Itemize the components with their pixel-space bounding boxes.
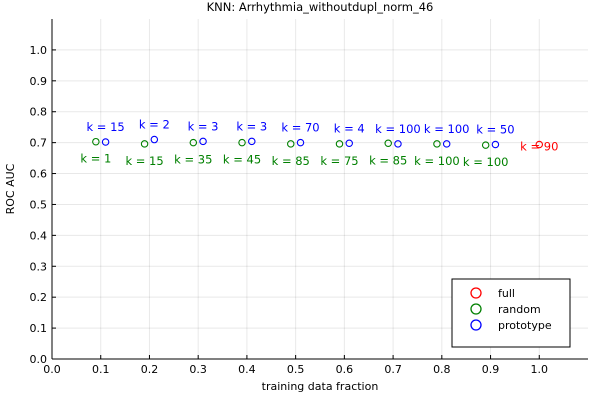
point-label-prototype: k = 4 xyxy=(334,121,365,135)
y-tick-label: 0.4 xyxy=(30,229,48,242)
y-tick-label: 0.8 xyxy=(30,106,48,119)
point-labels: k = 90 k = 1 k = 15 k = 35 k = 45 k = 85 k = 7… xyxy=(80,118,558,170)
data-point-prototype xyxy=(248,137,256,146)
data-point-prototype xyxy=(491,140,500,149)
data-point-random xyxy=(92,137,100,146)
y-tick-label: 0.5 xyxy=(30,198,48,211)
data-point-prototype xyxy=(394,140,402,148)
point-label-random: k = 15 xyxy=(125,154,163,168)
data-point-random xyxy=(238,138,246,147)
plot-area xyxy=(92,135,544,149)
y-tick-label: 0.3 xyxy=(30,260,48,273)
point-label-prototype: k = 70 xyxy=(281,121,319,135)
legend-marker-prototype xyxy=(470,319,482,331)
legend-marker-random xyxy=(470,303,482,315)
x-tick-label: 0.9 xyxy=(482,363,500,376)
point-label-prototype: k = 2 xyxy=(139,118,170,132)
point-label-prototype: k = 100 xyxy=(375,122,421,136)
y-tick-label: 0.6 xyxy=(30,168,48,181)
data-point-prototype xyxy=(199,137,207,146)
point-label-random: k = 35 xyxy=(174,153,212,167)
x-tick-label: 0.0 xyxy=(43,363,61,376)
data-point-prototype xyxy=(150,135,159,144)
x-tick-label: 0.1 xyxy=(92,363,110,376)
point-label-random: k = 85 xyxy=(272,154,310,168)
data-point-random xyxy=(384,139,392,148)
y-tick-label: 0.7 xyxy=(30,137,48,150)
legend-label-random: random xyxy=(498,303,541,316)
point-label-random: k = 100 xyxy=(463,155,509,169)
y-tick-label: 0.0 xyxy=(30,353,48,366)
data-point-random xyxy=(481,141,490,149)
data-point-random xyxy=(140,140,149,148)
axes xyxy=(51,19,588,360)
point-label-prototype: k = 15 xyxy=(86,120,124,134)
y-tick-label: 0.2 xyxy=(30,291,48,304)
data-point-prototype xyxy=(101,138,110,146)
data-point-prototype xyxy=(296,138,305,147)
x-tick-label: 0.3 xyxy=(189,363,207,376)
y-tick-label: 1.0 xyxy=(30,44,48,57)
tick-labels: 0.0 0.1 0.2 0.3 0.4 0.5 0.6 0.7 0.8 0.9 1.0 0.0 0.1 0… xyxy=(30,44,549,376)
x-tick-label: 0.5 xyxy=(287,363,305,376)
point-label-random: k = 75 xyxy=(320,154,358,168)
x-tick-label: 0.4 xyxy=(238,363,256,376)
x-tick-label: 0.7 xyxy=(384,363,402,376)
x-tick-label: 0.8 xyxy=(433,363,451,376)
x-axis-title: training data fraction xyxy=(262,380,379,393)
point-label-prototype: k = 50 xyxy=(476,122,514,136)
x-tick-label: 0.2 xyxy=(141,363,159,376)
point-label-random: k = 1 xyxy=(80,152,111,166)
point-label-prototype: k = 3 xyxy=(236,119,267,133)
point-label-prototype: k = 3 xyxy=(188,119,219,133)
legend-label-full: full xyxy=(498,287,515,300)
y-tick-label: 0.1 xyxy=(30,322,48,335)
legend-box xyxy=(451,278,571,348)
data-point-random xyxy=(189,138,198,147)
data-point-random xyxy=(433,140,441,148)
data-point-prototype xyxy=(345,139,353,148)
y-tick-label: 0.9 xyxy=(30,75,48,88)
data-point-full xyxy=(535,140,544,149)
point-label-random: k = 45 xyxy=(223,153,261,167)
y-axis-title: ROC AUC xyxy=(4,163,17,214)
data-point-random xyxy=(287,140,295,148)
legend-marker-full xyxy=(470,287,482,299)
x-tick-label: 1.0 xyxy=(531,363,549,376)
data-point-prototype xyxy=(442,140,451,148)
x-tick-label: 0.6 xyxy=(336,363,354,376)
data-point-random xyxy=(335,140,344,148)
point-label-prototype: k = 100 xyxy=(424,122,470,136)
point-label-full: k = 90 xyxy=(520,139,558,153)
point-label-random: k = 100 xyxy=(414,154,460,168)
legend: full random prototype xyxy=(451,278,571,348)
chart-title: KNN: Arrhythmia_withoutdupl_norm_46 xyxy=(207,0,434,14)
point-label-random: k = 85 xyxy=(369,153,407,167)
legend-label-prototype: prototype xyxy=(498,319,552,332)
